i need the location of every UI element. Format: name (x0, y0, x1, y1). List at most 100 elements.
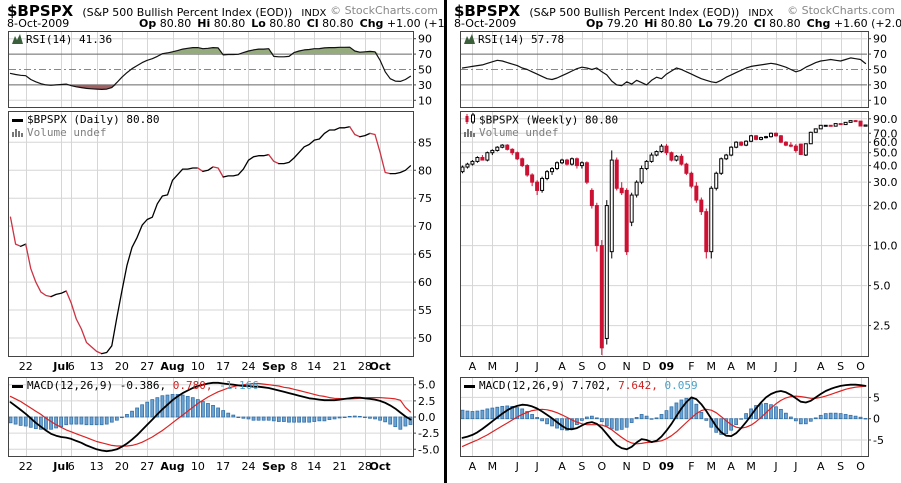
y-axis-tick-label: 20.0 (873, 200, 898, 213)
symbol: $BPSPX (454, 2, 521, 20)
chart-divider (444, 0, 447, 483)
symbol: $BPSPX (7, 2, 74, 20)
volume-legend: Volume undef (12, 126, 106, 140)
x-tick-label: D (642, 460, 651, 473)
volume-bars-icon (12, 127, 24, 140)
x-tick-label: 6 (67, 460, 75, 473)
low-label: Lo (251, 17, 266, 30)
x-tick-label: 24 (241, 360, 256, 373)
x-axis-labels: 22 Jul 6 13 20 27 Aug 10 17 24 Sep 8 14 21 28 Oct (0, 457, 444, 477)
x-tick-label: 27 (140, 460, 155, 473)
line-style-icon (12, 118, 23, 122)
rsi-panel: 90 70 50 30 10 (0, 31, 444, 108)
x-tick-label: 20 (114, 460, 129, 473)
macd-value: 7.702, (571, 379, 612, 392)
y-axis-tick-label: 85 (418, 136, 432, 149)
x-tick-label: A (816, 460, 825, 473)
high-label: Hi (197, 17, 211, 30)
x-tick-label: N (622, 360, 631, 373)
high-value: 80.80 (660, 17, 693, 30)
x-tick-label: 09 (658, 460, 675, 473)
macd-hist-value: 0.059 (664, 379, 698, 392)
x-tick-label: Jul (53, 360, 70, 373)
candlestick-icon (464, 113, 476, 128)
price-panel: 90.0 70.0 60.0 50.0 40.0 30.0 20.0 10.0 5.0 2.5 (447, 111, 901, 357)
exchange: INDX (301, 8, 327, 19)
x-tick-label: M (746, 360, 756, 373)
quote-date: 8-Oct-2009 (454, 17, 517, 30)
y-axis-tick-label: 2.5 (873, 320, 891, 333)
x-tick-label: 24 (241, 460, 256, 473)
low-value: 80.80 (269, 17, 301, 30)
rsi-label: RSI(14) 41.36 (26, 33, 113, 46)
y-axis-tick-label: 80 (418, 164, 432, 177)
x-tick-label: 10 (190, 460, 205, 473)
macd-name: MACD(12,26,9) (27, 379, 114, 392)
x-tick-label: 17 (216, 460, 231, 473)
price-label: $BPSPX (Daily) 80.80 (27, 113, 160, 126)
high-label: Hi (644, 17, 658, 30)
rsi-label: RSI(14) 57.78 (478, 33, 565, 46)
volume-label: Volume undef (27, 126, 107, 139)
x-tick-label: 6 (67, 360, 75, 373)
x-tick-label: S (837, 360, 845, 373)
x-tick-label: Oct (369, 360, 391, 373)
rsi-mountain-icon (12, 33, 23, 47)
x-tick-label: F (688, 360, 695, 373)
open-value: 79.20 (606, 17, 639, 30)
x-tick-label: J (535, 360, 539, 373)
macd-plot: 5 0 -5 (460, 377, 884, 457)
price-legend: $BPSPX (Weekly) 80.80 (464, 113, 618, 128)
copyright: © StockCharts.com (330, 4, 438, 17)
x-tick-label: A (727, 360, 735, 373)
y-axis-tick-label: 5.0 (418, 379, 436, 392)
x-tick-label: A (558, 360, 566, 373)
rsi-panel: 90 70 50 30 10 (447, 31, 901, 108)
y-axis-tick-label: 30.0 (873, 176, 898, 189)
y-axis-tick-label: 90 (418, 33, 432, 46)
y-axis-tick-label: 75 (418, 192, 432, 205)
x-tick-label: F (688, 460, 695, 473)
x-tick-label: O (597, 460, 607, 473)
volume-legend: Volume undef (464, 126, 558, 140)
x-tick-label: 09 (658, 360, 675, 373)
x-tick-label: S (837, 460, 845, 473)
y-axis-tick-label: 70.0 (873, 127, 898, 140)
rsi-legend: RSI(14) 41.36 (12, 33, 112, 47)
y-axis-tick-label: 5.0 (873, 280, 891, 293)
rsi-plot: 90 70 50 30 10 (460, 31, 887, 108)
x-tick-label: 8 (290, 460, 298, 473)
x-tick-label: A (816, 360, 825, 373)
chart-header-title: $BPSPX (S&P 500 Bullish Percent Index (E… (454, 1, 897, 20)
x-tick-label: O (597, 360, 607, 373)
x-tick-label: Sep (262, 460, 286, 473)
line-style-icon (464, 384, 475, 388)
line-style-icon (12, 384, 23, 388)
macd-panel: 5.0 2.5 0.0 -2.5 -5.0 (0, 377, 444, 457)
price-legend: $BPSPX (Daily) 80.80 (12, 113, 159, 126)
y-axis-tick-label: 70 (418, 220, 432, 233)
x-axis-labels: A M J J A S O N D 09 F M A M J J A S O (447, 457, 901, 477)
macd-signal-value: 0.780, (172, 379, 213, 392)
x-tick-label: 17 (216, 360, 231, 373)
low-value: 79.20 (716, 17, 748, 30)
y-axis-tick-label: 0 (873, 413, 880, 426)
y-axis-tick-label: 5 (873, 391, 880, 404)
y-axis-tick-label: 2.5 (418, 395, 436, 408)
macd-hist-value: -1.166 (219, 379, 259, 392)
x-axis-labels: A M J J A S O N D 09 F M A M J J A S O (447, 357, 901, 377)
close-value: 80.80 (769, 17, 801, 30)
price-label: $BPSPX (Weekly) 80.80 (479, 113, 619, 127)
macd-plot: 5.0 2.5 0.0 -2.5 -5.0 (8, 377, 439, 457)
change-label: Chg (806, 17, 831, 30)
y-axis-tick-label: 65 (418, 248, 432, 261)
x-tick-label: Jul (53, 460, 70, 473)
x-tick-label: 13 (89, 460, 104, 473)
x-axis-labels: 22 Jul 6 13 20 27 Aug 10 17 24 Sep 8 14 21 28 Oct (0, 357, 444, 377)
quote-date: 8-Oct-2009 (7, 17, 70, 30)
open-label: Op (586, 17, 604, 30)
chart-header-quote: 8-Oct-2009 Op 80.80 Hi 80.80 Lo 80.80 Cl 80.… (7, 17, 489, 30)
x-tick-label: 21 (332, 360, 347, 373)
x-tick-label: 14 (307, 460, 322, 473)
x-tick-label: J (774, 360, 778, 373)
